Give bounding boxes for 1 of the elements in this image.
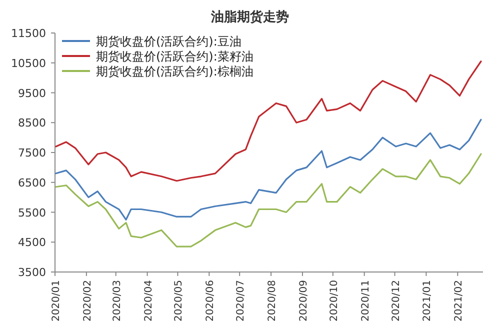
- title: 油脂期货走势: [211, 10, 289, 25]
